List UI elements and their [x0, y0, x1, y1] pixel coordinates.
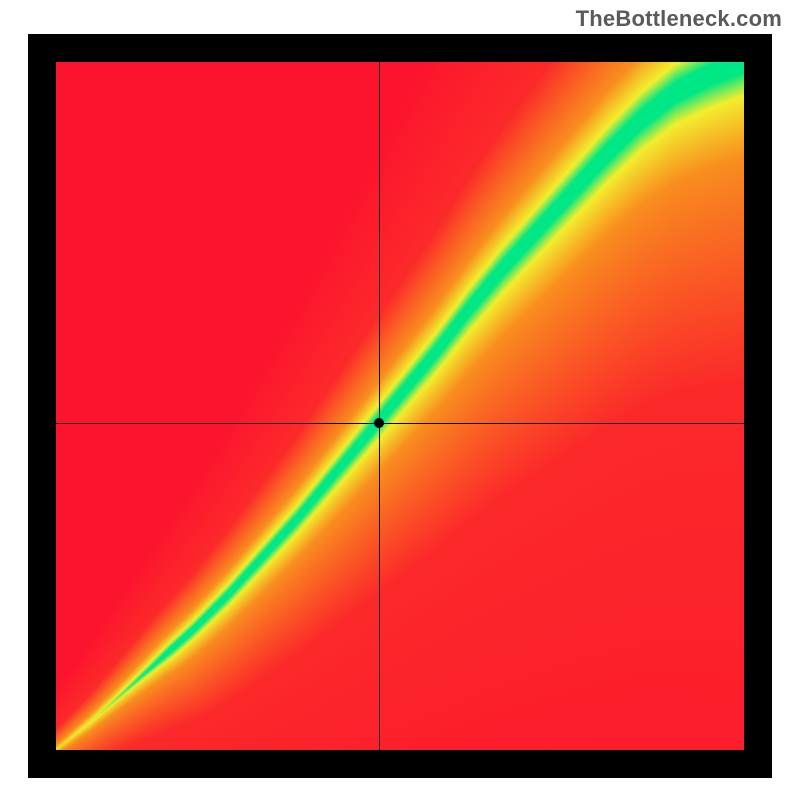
crosshair-horizontal	[56, 423, 744, 424]
heatmap-canvas	[56, 62, 744, 750]
chart-container: { "watermark": { "text": "TheBottleneck.…	[0, 0, 800, 800]
crosshair-vertical	[379, 62, 380, 750]
watermark-text: TheBottleneck.com	[576, 6, 782, 32]
heatmap-plot	[56, 62, 744, 750]
